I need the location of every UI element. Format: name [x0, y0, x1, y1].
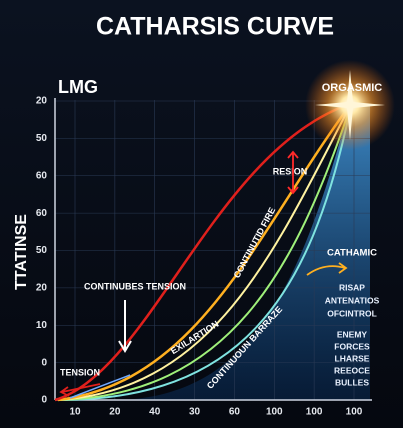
enemy-list: ENEMY FORCES LHARSE REEOCE BULLES: [334, 329, 370, 387]
y-tick-label: 50: [36, 133, 48, 144]
side-label: ANTENATIOS: [325, 295, 380, 305]
resion-label: RESION: [273, 166, 308, 176]
x-tick-label: 10: [69, 407, 81, 418]
curve-light-yellow: [57, 105, 351, 401]
curve-teal: [57, 109, 351, 401]
x-tick-label: 30: [189, 407, 201, 418]
y-tick-label: 60: [36, 170, 48, 181]
area-fill: [120, 105, 370, 400]
x-tick-label: 60: [229, 407, 241, 418]
risap-list: RISAP ANTENATIOS OFCINTROL: [325, 282, 380, 318]
tension-arrow: [59, 383, 101, 397]
y-tick-label: 50: [36, 245, 48, 256]
y-unit-label: LMG: [58, 77, 98, 97]
curve-green: [57, 107, 351, 401]
cathamic-arrow: [306, 262, 348, 276]
continued-tension-label: CONTINUBES TENSION: [84, 281, 186, 291]
tension-label: TENSION: [60, 367, 100, 377]
y-ticks: 20 50 60 60 50 20 10 0 0: [36, 96, 48, 406]
side-label: REEOCE: [334, 365, 370, 375]
side-label: RISAP: [339, 282, 365, 292]
y-tick-label: 20: [36, 96, 48, 107]
y-tick-label: 20: [36, 283, 48, 294]
x-tick-label: 100: [306, 407, 323, 418]
curve-blue-stub: [69, 374, 131, 399]
curve-orange: [57, 104, 352, 402]
x-tick-label: 20: [109, 407, 121, 418]
x-tick-label: 100: [346, 407, 363, 418]
side-label: ENEMY: [337, 329, 368, 339]
x-tick-label: 40: [149, 407, 161, 418]
resion-arrow: [287, 150, 299, 195]
x-ticks: 10 20 40 30 60 100 100 100: [69, 407, 362, 418]
y-axis-title: TTATINSE: [13, 214, 30, 290]
x-tick-label: 100: [266, 407, 283, 418]
peak-label: ORGASMIC: [322, 82, 383, 94]
side-label: FORCES: [334, 341, 370, 351]
chart-title: CATHARSIS CURVE: [96, 13, 334, 41]
side-label: BULLES: [335, 377, 369, 387]
y-tick-label: 10: [36, 320, 48, 331]
curve-red: [54, 102, 351, 402]
y-tick-label: 0: [41, 395, 47, 406]
y-tick-label: 60: [36, 208, 48, 219]
side-label: LHARSE: [335, 353, 370, 363]
peak-star: [315, 70, 385, 140]
y-tick-label: 0: [41, 357, 47, 368]
grid: [55, 100, 370, 401]
side-label: OFCINTROL: [327, 308, 377, 318]
tension-arrow-down: [118, 300, 132, 353]
cathamic-label: CATHAMIC: [327, 248, 377, 259]
